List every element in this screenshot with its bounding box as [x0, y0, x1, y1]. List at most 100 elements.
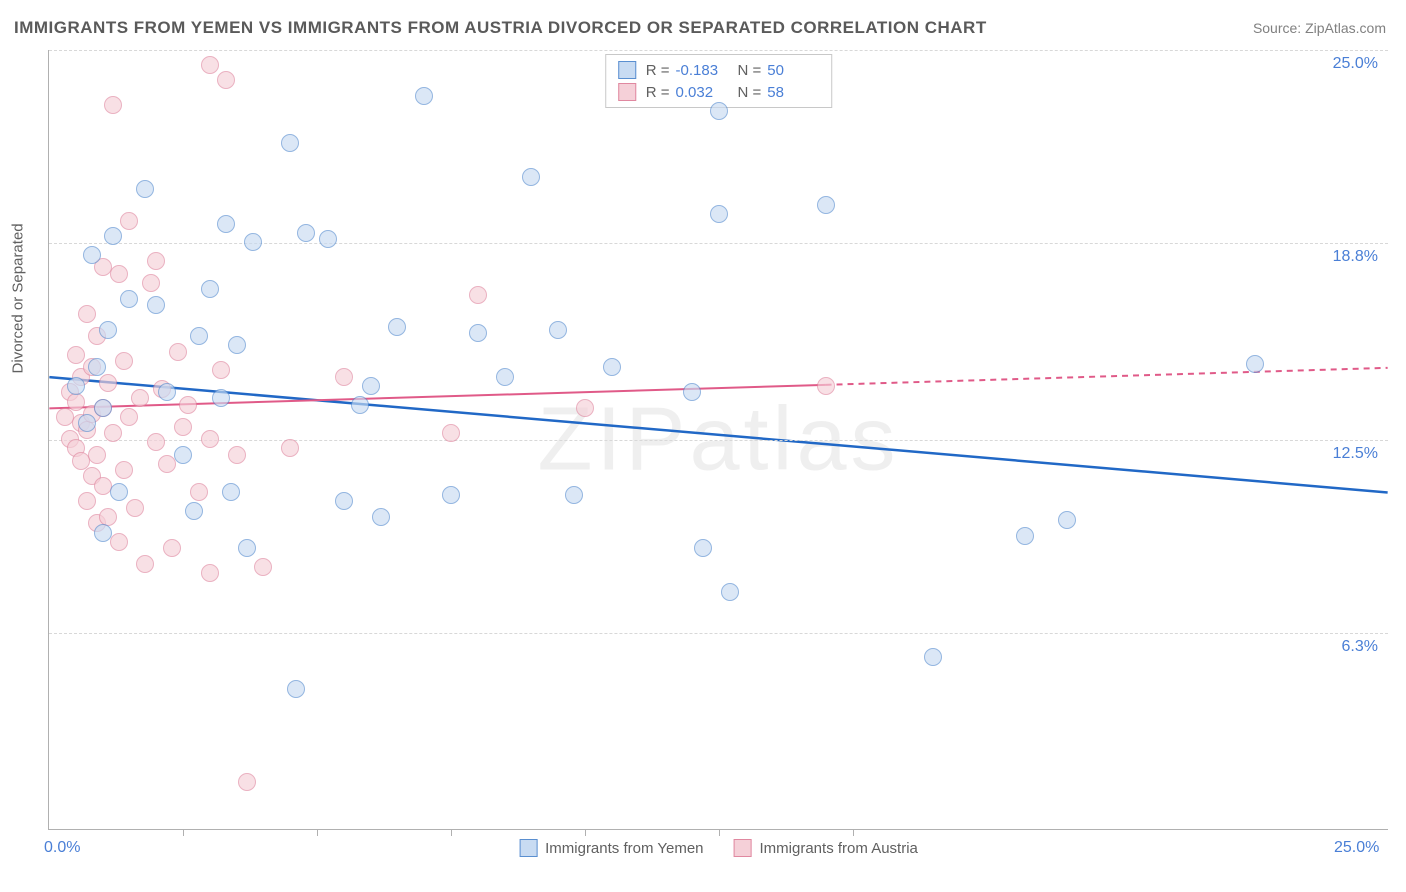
- scatter-point: [78, 305, 96, 323]
- scatter-point: [603, 358, 621, 376]
- scatter-point: [924, 648, 942, 666]
- scatter-point: [67, 377, 85, 395]
- y-tick-label: 12.5%: [1333, 445, 1378, 463]
- scatter-point: [104, 96, 122, 114]
- scatter-point: [238, 539, 256, 557]
- scatter-point: [469, 286, 487, 304]
- scatter-point: [201, 280, 219, 298]
- chart-title: IMMIGRANTS FROM YEMEN VS IMMIGRANTS FROM…: [14, 18, 987, 38]
- stat-value-n: 58: [767, 84, 819, 101]
- scatter-point: [721, 583, 739, 601]
- legend-swatch: [519, 839, 537, 857]
- x-tick-label: 25.0%: [1334, 839, 1379, 857]
- x-tick-mark: [853, 829, 854, 836]
- scatter-point: [94, 399, 112, 417]
- stat-label-n: N =: [738, 62, 762, 79]
- scatter-point: [179, 396, 197, 414]
- legend-swatch: [618, 83, 636, 101]
- scatter-point: [297, 224, 315, 242]
- stat-label-r: R =: [646, 84, 670, 101]
- stat-label-n: N =: [738, 84, 762, 101]
- scatter-point: [104, 227, 122, 245]
- y-tick-label: 6.3%: [1342, 638, 1378, 656]
- scatter-point: [817, 377, 835, 395]
- x-tick-mark: [451, 829, 452, 836]
- scatter-point: [1058, 511, 1076, 529]
- scatter-point: [1246, 355, 1264, 373]
- scatter-point: [683, 383, 701, 401]
- x-tick-label: 0.0%: [44, 839, 80, 857]
- scatter-point: [710, 205, 728, 223]
- trend-line-dashed: [826, 368, 1388, 385]
- stat-value-n: 50: [767, 62, 819, 79]
- legend-series-label: Immigrants from Austria: [760, 840, 918, 857]
- scatter-point: [442, 424, 460, 442]
- scatter-point: [67, 393, 85, 411]
- legend-swatch: [734, 839, 752, 857]
- scatter-point: [78, 492, 96, 510]
- scatter-point: [190, 483, 208, 501]
- scatter-point: [212, 389, 230, 407]
- scatter-point: [217, 215, 235, 233]
- y-tick-label: 25.0%: [1333, 55, 1378, 73]
- stat-value-r: 0.032: [676, 84, 728, 101]
- scatter-point: [522, 168, 540, 186]
- scatter-point: [78, 414, 96, 432]
- gridline-horizontal: [49, 440, 1388, 441]
- scatter-point: [576, 399, 594, 417]
- x-tick-mark: [317, 829, 318, 836]
- scatter-point: [99, 321, 117, 339]
- legend-stat-row: R = 0.032 N = 58: [618, 81, 820, 103]
- scatter-point: [351, 396, 369, 414]
- scatter-point: [281, 439, 299, 457]
- scatter-point: [104, 424, 122, 442]
- legend-series-label: Immigrants from Yemen: [545, 840, 703, 857]
- scatter-point: [120, 290, 138, 308]
- scatter-point: [565, 486, 583, 504]
- scatter-point: [694, 539, 712, 557]
- scatter-point: [319, 230, 337, 248]
- scatter-point: [222, 483, 240, 501]
- stat-value-r: -0.183: [676, 62, 728, 79]
- scatter-point: [136, 180, 154, 198]
- scatter-point: [158, 455, 176, 473]
- scatter-point: [549, 321, 567, 339]
- scatter-point: [169, 343, 187, 361]
- scatter-point: [190, 327, 208, 345]
- scatter-point: [201, 564, 219, 582]
- scatter-point: [372, 508, 390, 526]
- scatter-point: [158, 383, 176, 401]
- legend-series-item: Immigrants from Austria: [734, 839, 918, 857]
- scatter-point: [136, 555, 154, 573]
- stat-label-r: R =: [646, 62, 670, 79]
- scatter-point: [131, 389, 149, 407]
- scatter-point: [281, 134, 299, 152]
- scatter-point: [88, 358, 106, 376]
- x-tick-mark: [719, 829, 720, 836]
- scatter-point: [335, 492, 353, 510]
- scatter-point: [67, 346, 85, 364]
- scatter-point: [201, 430, 219, 448]
- scatter-point: [120, 212, 138, 230]
- scatter-point: [147, 296, 165, 314]
- scatter-point: [115, 352, 133, 370]
- legend-correlation-stats: R = -0.183 N = 50 R = 0.032 N = 58: [605, 54, 833, 108]
- scatter-point: [238, 773, 256, 791]
- scatter-point: [212, 361, 230, 379]
- scatter-point: [710, 102, 728, 120]
- scatter-point: [142, 274, 160, 292]
- scatter-point: [126, 499, 144, 517]
- scatter-point: [817, 196, 835, 214]
- scatter-point: [335, 368, 353, 386]
- scatter-point: [83, 246, 101, 264]
- scatter-point: [228, 446, 246, 464]
- legend-stat-row: R = -0.183 N = 50: [618, 59, 820, 81]
- scatter-point: [1016, 527, 1034, 545]
- trend-line-solid: [49, 377, 1387, 492]
- gridline-horizontal: [49, 50, 1388, 51]
- gridline-horizontal: [49, 633, 1388, 634]
- source-attribution: Source: ZipAtlas.com: [1253, 20, 1386, 36]
- scatter-point: [287, 680, 305, 698]
- scatter-point: [94, 524, 112, 542]
- y-axis-label: Divorced or Separated: [10, 223, 27, 373]
